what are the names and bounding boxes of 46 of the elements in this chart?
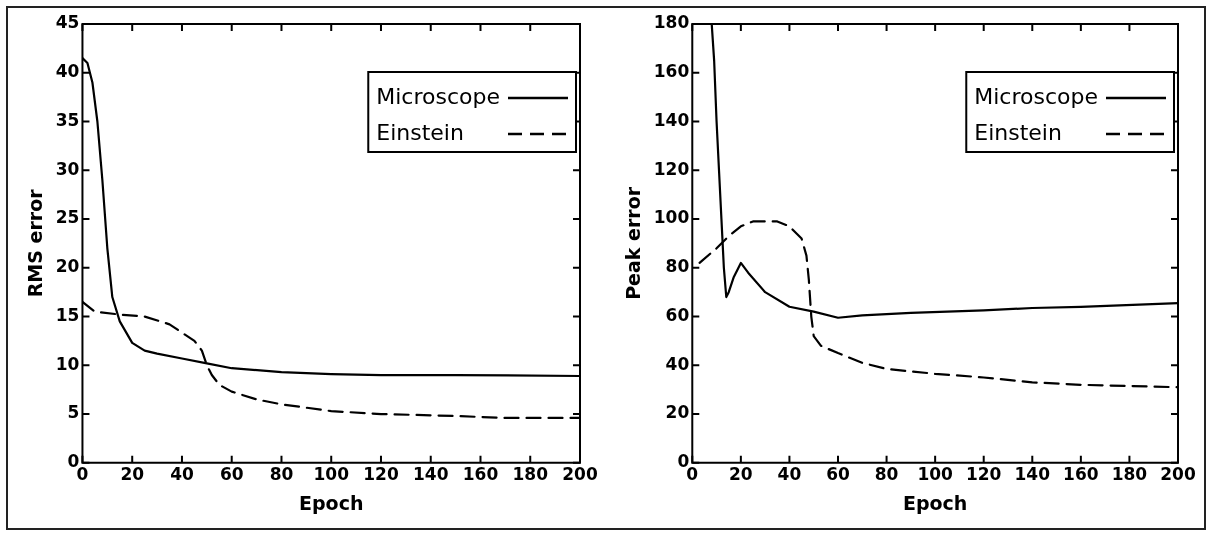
y-tick-label: 180 <box>653 12 690 33</box>
y-tick-label: 45 <box>55 12 80 33</box>
y-tick-label: 25 <box>55 207 80 228</box>
y-tick-label: 5 <box>67 402 80 423</box>
x-tick-label: 100 <box>917 464 954 485</box>
x-axis-title: Epoch <box>902 491 968 514</box>
y-tick-label: 20 <box>665 402 690 423</box>
x-tick-label: 80 <box>269 464 294 485</box>
x-tick-label: 180 <box>512 464 549 485</box>
x-tick-label: 80 <box>874 464 899 485</box>
x-tick-label: 60 <box>826 464 850 485</box>
x-tick-label: 160 <box>462 464 499 485</box>
y-axis-title: RMS error <box>24 188 47 298</box>
x-axis-title: Epoch <box>299 491 364 514</box>
y-tick-label: 35 <box>55 109 80 130</box>
x-tick-label: 160 <box>1063 464 1099 485</box>
x-tick-label: 60 <box>219 464 244 485</box>
x-tick-label: 180 <box>1111 464 1148 485</box>
x-tick-label: 40 <box>170 464 194 485</box>
x-tick-label: 140 <box>412 464 449 485</box>
x-tick-label: 100 <box>313 464 350 485</box>
y-tick-label: 100 <box>653 207 690 228</box>
legend-label: Einstein <box>376 119 464 145</box>
legend-label: Microscope <box>376 83 501 109</box>
x-tick-label: 120 <box>965 464 1002 485</box>
y-tick-label: 40 <box>55 61 80 82</box>
x-tick-label: 20 <box>120 464 145 485</box>
y-tick-label: 60 <box>665 304 690 325</box>
y-tick-label: 120 <box>653 158 690 179</box>
legend-label: Einstein <box>974 119 1062 145</box>
y-tick-label: 15 <box>55 304 80 325</box>
x-tick-label: 200 <box>562 464 598 485</box>
legend-label: Microscope <box>974 83 1099 109</box>
y-tick-label: 30 <box>55 158 80 179</box>
y-tick-label: 10 <box>55 353 80 374</box>
y-tick-label: 140 <box>653 109 690 130</box>
x-tick-label: 120 <box>363 464 399 485</box>
y-tick-label: 20 <box>55 256 80 277</box>
y-tick-label: 160 <box>653 61 690 82</box>
y-axis-title: Peak error <box>622 186 645 300</box>
x-tick-label: 140 <box>1014 464 1051 485</box>
y-tick-label: 80 <box>665 256 690 277</box>
x-tick-label: 20 <box>729 464 753 485</box>
x-tick-label: 40 <box>777 464 802 485</box>
x-tick-label: 200 <box>1160 464 1196 485</box>
y-tick-label: 40 <box>665 353 690 374</box>
